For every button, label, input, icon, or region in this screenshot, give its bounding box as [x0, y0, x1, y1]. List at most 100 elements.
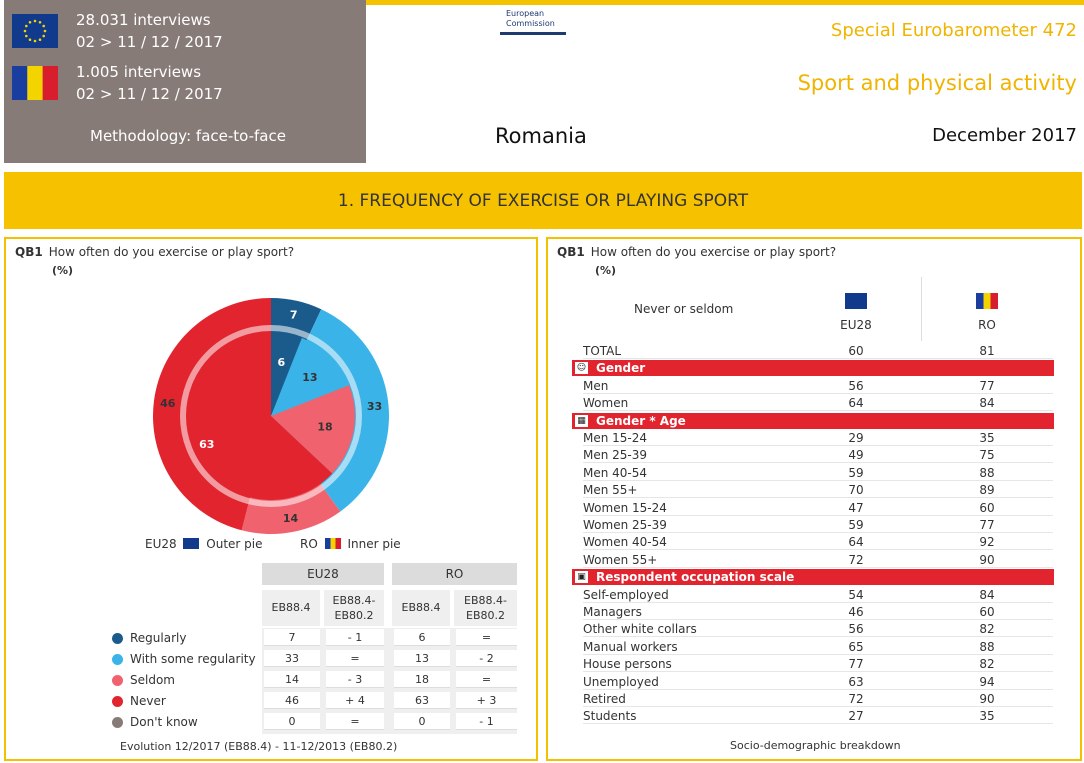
outer-data-label: 33: [367, 400, 382, 413]
table-cell: 13: [394, 650, 450, 667]
right-question-text: How often do you exercise or play sport?: [590, 245, 837, 259]
section-banner: 1. FREQUENCY OF EXERCISE OR PLAYING SPOR…: [4, 172, 1082, 229]
row-label: Men 25-39: [583, 448, 648, 463]
ro-interviews: 1.005 interviews: [76, 63, 202, 81]
eu-flag-icon: [12, 14, 58, 48]
value-ro: 75: [979, 448, 995, 463]
breakdown-row: Men 15-24 29 35: [583, 429, 1053, 446]
section-title: 1. FREQUENCY OF EXERCISE OR PLAYING SPOR…: [337, 191, 749, 211]
legend-dot: [112, 633, 123, 644]
table-cell: + 4: [326, 692, 384, 709]
value-ro: 60: [979, 500, 995, 515]
breakdown-row: Women 25-39 59 77: [583, 516, 1053, 533]
value-ro: 77: [979, 378, 995, 393]
breakdown-row: Unemployed 63 94: [583, 673, 1053, 690]
row-label: Women 15-24: [583, 500, 667, 515]
legend-dot: [112, 717, 123, 728]
breakdown-row: Women 64 84: [583, 394, 1053, 412]
value-ro: 82: [979, 622, 995, 637]
value-eu: 65: [848, 639, 864, 654]
breakdown-row: Men 40-54 59 88: [583, 464, 1053, 481]
breakdown-row: Women 15-24 47 60: [583, 499, 1053, 516]
table-cell: =: [326, 650, 384, 667]
value-eu: 64: [848, 396, 864, 411]
european-commission-logo: European Commission: [500, 5, 570, 37]
row-label: Students: [583, 709, 637, 724]
legend-eu-suffix: Outer pie: [206, 537, 263, 551]
right-footnote: Socio-demographic breakdown: [730, 739, 901, 752]
breakdown-row: Men 25-39 49 75: [583, 446, 1053, 464]
value-eu: 47: [848, 500, 864, 515]
sub-eb-ro: EB88.4: [392, 590, 450, 626]
section-header: ▣ Respondent occupation scale: [572, 569, 1054, 586]
left-panel: [4, 237, 538, 761]
value-eu: 59: [848, 518, 864, 532]
legend-dot: [112, 654, 123, 665]
table-head-ro: RO: [392, 563, 517, 585]
inner-slice: [271, 385, 355, 474]
country-title: Romania: [495, 124, 587, 148]
breakdown-row: Women 55+ 72 90: [583, 551, 1053, 568]
table-cell: - 1: [456, 713, 517, 730]
row-label: Other white collars: [583, 622, 697, 637]
sub-diff-eu: EB88.4- EB80.2: [324, 590, 384, 626]
value-ro: 35: [979, 431, 995, 445]
value-ro: 94: [979, 674, 995, 689]
legend-eu: EU28 Outer pie: [145, 537, 263, 551]
row-label: Manual workers: [583, 639, 678, 654]
sub-eb-eu: EB88.4: [262, 590, 320, 626]
breakdown-row: Other white collars 56 82: [583, 620, 1053, 638]
table-cell: - 3: [326, 671, 384, 688]
ro-flag-icon: [976, 293, 998, 309]
breakdown-row: Women 40-54 64 92: [583, 533, 1053, 551]
legend-ro-suffix: Inner pie: [347, 537, 401, 551]
breakdown-row: Students 27 35: [583, 707, 1053, 725]
section-header: ☺ Gender: [572, 360, 1054, 377]
calendar-icon: ▦: [575, 414, 588, 427]
value-eu: 77: [848, 657, 864, 672]
value-ro: 35: [979, 709, 995, 724]
left-qb: QB1: [15, 245, 43, 259]
table-cell: =: [456, 671, 517, 688]
table-cell: 33: [264, 650, 320, 667]
value-ro: 60: [979, 605, 995, 619]
ec-logo-line2: Commission: [506, 19, 555, 28]
eu-flag-icon: [845, 293, 867, 309]
breakdown-row: Men 56 77: [583, 377, 1053, 394]
left-pct: (%): [52, 264, 74, 277]
value-ro: 77: [979, 518, 995, 532]
category-label: Never: [130, 694, 166, 708]
inner-slice: [187, 332, 333, 500]
sub-diff-ro-1: EB88.4-: [464, 594, 507, 607]
breakdown-row: Men 55+ 70 89: [583, 481, 1053, 499]
value-ro: 82: [979, 657, 995, 672]
right-panel: [546, 237, 1082, 761]
value-eu: 49: [848, 448, 864, 463]
value-ro: 88: [979, 465, 995, 480]
sample-info-box: 28.031 interviews 02 > 11 / 12 / 2017 1.…: [4, 0, 366, 163]
value-eu: 63: [848, 674, 864, 689]
row-label: Women: [583, 396, 629, 411]
section-title: Gender: [596, 361, 646, 376]
sub-diff-ro-2: EB80.2: [466, 609, 505, 622]
outer-data-label: 7: [290, 309, 298, 322]
table-cell: + 3: [456, 692, 517, 709]
inner-slice: [271, 332, 302, 416]
table-cell: 7: [264, 629, 320, 646]
value-eu: 56: [848, 378, 864, 393]
briefcase-icon: ▣: [575, 571, 588, 584]
report-date: December 2017: [932, 125, 1077, 146]
row-label: House persons: [583, 657, 672, 672]
value-ro: 84: [979, 396, 995, 411]
value-eu: 46: [848, 605, 864, 619]
table-cell: - 2: [456, 650, 517, 667]
right-question: QB1 How often do you exercise or play spo…: [557, 245, 836, 259]
table-cell: 63: [394, 692, 450, 709]
legend-dot: [112, 696, 123, 707]
value-eu: 59: [848, 465, 864, 480]
inner-data-label: 13: [302, 371, 317, 384]
table-cell: - 1: [326, 629, 384, 646]
right-pct: (%): [595, 264, 617, 277]
table-cell: 14: [264, 671, 320, 688]
row-label: Men 55+: [583, 483, 638, 498]
